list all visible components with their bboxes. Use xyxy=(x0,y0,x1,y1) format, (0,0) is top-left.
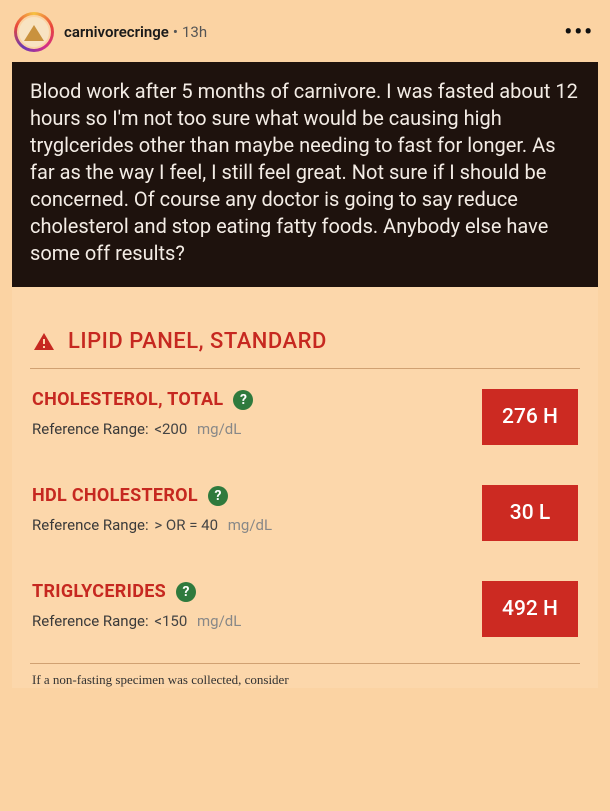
separator-dot: • xyxy=(173,23,178,41)
warning-triangle-icon xyxy=(32,330,56,354)
avatar-pyramid-icon xyxy=(24,25,44,41)
reference-range: Reference Range: > OR = 40 mg/dL xyxy=(32,516,470,534)
result-row-hdl: HDL CHOLESTEROL ? Reference Range: > OR … xyxy=(12,449,598,545)
avatar-story-ring[interactable] xyxy=(14,12,54,52)
result-badge: 276 H xyxy=(482,389,578,445)
result-label: HDL CHOLESTEROL xyxy=(32,485,198,506)
help-icon[interactable]: ? xyxy=(176,582,196,602)
result-row-triglycerides: TRIGLYCERIDES ? Reference Range: <150 mg… xyxy=(12,545,598,641)
more-options-icon[interactable]: ••• xyxy=(564,20,596,45)
post-header: carnivorecringe • 13h ••• xyxy=(0,0,610,62)
reference-range: Reference Range: <150 mg/dL xyxy=(32,612,470,630)
post-body: Blood work after 5 months of carnivore. … xyxy=(0,62,610,688)
reference-value: > OR = 40 xyxy=(154,516,218,534)
divider xyxy=(30,663,580,664)
result-label: TRIGLYCERIDES xyxy=(32,581,166,602)
reference-label: Reference Range: xyxy=(32,516,149,534)
username[interactable]: carnivorecringe xyxy=(64,23,169,41)
reference-value: <150 xyxy=(154,612,187,630)
panel-title: LIPID PANEL, STANDARD xyxy=(68,329,327,354)
result-row-cholesterol-total: CHOLESTEROL, TOTAL ? Reference Range: <2… xyxy=(12,369,598,449)
reference-value: <200 xyxy=(154,420,187,438)
lipid-panel: LIPID PANEL, STANDARD CHOLESTEROL, TOTAL… xyxy=(12,287,598,688)
time-ago: 13h xyxy=(182,23,207,41)
caption-text: Blood work after 5 months of carnivore. … xyxy=(12,62,598,287)
reference-unit: mg/dL xyxy=(197,420,241,438)
reference-label: Reference Range: xyxy=(32,612,149,630)
result-badge: 30 L xyxy=(482,485,578,541)
result-label: CHOLESTEROL, TOTAL xyxy=(32,389,223,410)
panel-title-row: LIPID PANEL, STANDARD xyxy=(12,311,598,368)
reference-range: Reference Range: <200 mg/dL xyxy=(32,420,470,438)
reference-unit: mg/dL xyxy=(228,516,272,534)
reference-label: Reference Range: xyxy=(32,420,149,438)
reference-unit: mg/dL xyxy=(197,612,241,630)
result-badge: 492 H xyxy=(482,581,578,637)
help-icon[interactable]: ? xyxy=(208,486,228,506)
avatar[interactable] xyxy=(17,15,51,49)
help-icon[interactable]: ? xyxy=(233,390,253,410)
footnote: If a non-fasting specimen was collected,… xyxy=(12,670,598,688)
